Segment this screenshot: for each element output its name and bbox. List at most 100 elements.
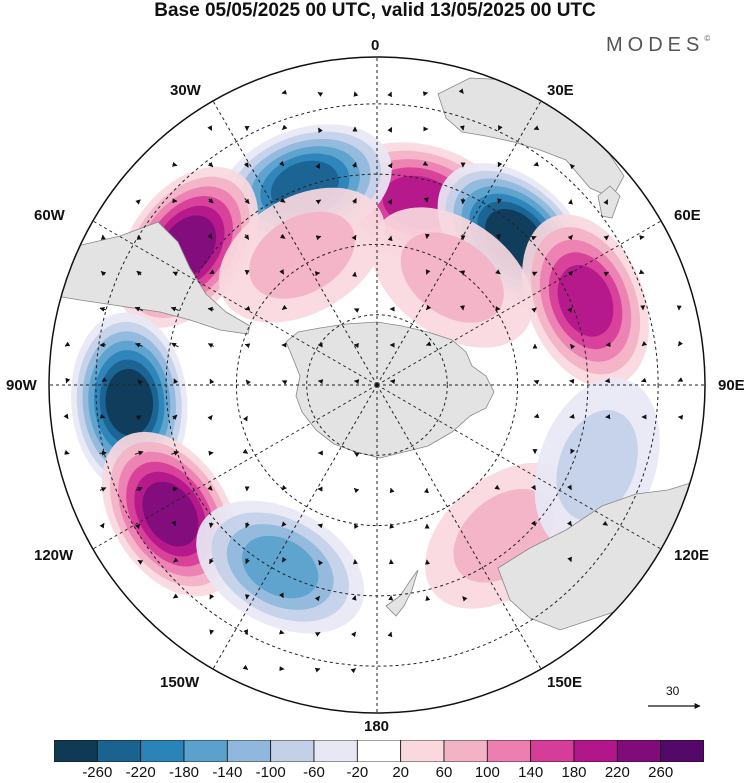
- wind-vector-arrow: [603, 271, 610, 277]
- wind-vector-arrow: [462, 596, 468, 602]
- wind-vector-arrow: [101, 377, 108, 383]
- meridian-line: [212, 384, 378, 670]
- wind-vector-arrow: [99, 413, 106, 419]
- wind-vector-arrow: [136, 270, 142, 276]
- meridian-line: [376, 384, 662, 550]
- negative-anomaly-contour: [242, 535, 319, 599]
- wind-vector-arrow: [245, 522, 250, 529]
- wind-vector-arrow: [317, 91, 324, 97]
- wind-vector-arrow: [172, 414, 178, 420]
- colorbar-tick-label: 260: [648, 764, 674, 781]
- wind-vector-arrow: [315, 199, 322, 205]
- colorbar-swatch: [96, 740, 142, 762]
- wind-vector-arrow: [387, 91, 392, 98]
- wind-vector-arrow: [281, 89, 287, 95]
- wind-vector-arrow: [281, 556, 287, 563]
- wind-vector-arrow: [498, 125, 503, 131]
- wind-vector-arrow: [570, 343, 576, 350]
- wind-vector-arrow: [244, 305, 251, 311]
- wind-vector-arrow: [533, 161, 539, 167]
- wind-vector-arrow: [317, 127, 323, 134]
- wind-vector-arrow: [244, 343, 251, 349]
- wind-vector-arrow: [638, 269, 645, 275]
- wind-vector-arrow: [495, 269, 501, 275]
- wind-vector-arrow: [315, 163, 321, 169]
- wind-vector-arrow: [171, 342, 179, 348]
- lon-label-120e: 120E: [674, 547, 710, 564]
- wind-vector-arrow: [207, 306, 214, 312]
- meridian-line: [376, 100, 542, 386]
- wind-vector-arrow: [279, 269, 285, 275]
- wind-vector-arrow: [602, 520, 608, 526]
- wind-vectors: [63, 88, 684, 674]
- wind-vector-arrow: [208, 198, 214, 204]
- wind-vector-arrow: [389, 487, 395, 494]
- wind-vector-arrow: [458, 88, 464, 94]
- wind-vector-arrow: [135, 199, 141, 205]
- wind-vector-arrow: [281, 521, 287, 527]
- wind-vector-arrow: [171, 161, 178, 167]
- lon-label-60w: 60W: [34, 207, 65, 224]
- colorbar-swatch: [486, 740, 532, 762]
- wind-vector-arrow: [242, 664, 249, 670]
- wind-vector-arrow: [531, 307, 537, 313]
- colorbar-tick-label: -140: [212, 764, 243, 781]
- meridian-line: [92, 220, 378, 386]
- meridian-line: [376, 220, 662, 386]
- wind-vector-arrow: [314, 631, 321, 637]
- colorbar-swatch: [270, 740, 315, 762]
- meridian-line: [376, 384, 542, 670]
- wind-vector-arrow: [209, 558, 214, 565]
- meridian-line: [212, 100, 378, 386]
- wind-vector-arrow: [279, 160, 285, 167]
- wind-vector-arrow: [281, 485, 287, 491]
- colorbar-tick-label: 220: [604, 764, 630, 781]
- colorbar-swatch: [54, 740, 98, 762]
- lon-label-150w: 150W: [160, 674, 200, 691]
- wind-vector-arrow: [567, 556, 572, 563]
- wind-vector-arrow: [209, 594, 215, 600]
- wind-vector-arrow: [318, 559, 324, 566]
- map-title: Base 05/05/2025 00 UTC, valid 13/05/2025…: [154, 0, 596, 21]
- colorbar-swatch: [660, 740, 704, 762]
- colorbar-swatch: [183, 740, 228, 762]
- wind-vector-arrow: [136, 415, 142, 421]
- wind-vector-arrow: [137, 379, 143, 385]
- wind-vector-arrow: [172, 593, 179, 599]
- wind-vector-arrow: [242, 415, 248, 422]
- wind-vector-arrow: [208, 522, 214, 528]
- positive-anomaly-contour: [142, 481, 199, 547]
- wind-vector-arrow: [389, 523, 395, 529]
- wind-vector-arrow: [207, 233, 213, 240]
- colorbar-swatch: [356, 740, 402, 762]
- wind-vector-arrow: [281, 380, 288, 385]
- wind-vector-arrow: [245, 379, 251, 386]
- wind-vector-arrow: [100, 234, 106, 240]
- positive-anomaly-contour: [249, 211, 355, 299]
- wind-vector-arrow: [99, 306, 107, 312]
- wind-vector-arrow: [209, 629, 215, 635]
- wind-vector-arrow: [567, 234, 573, 241]
- wind-vector-arrow: [314, 595, 320, 602]
- wind-vector-arrow: [568, 270, 574, 277]
- wind-vector-arrow: [279, 233, 286, 239]
- latitude-circle: [306, 314, 448, 456]
- brand-text: MODES: [606, 34, 705, 56]
- wind-vector-arrow: [603, 235, 609, 241]
- colorbar-tick-label: -260: [82, 764, 113, 781]
- wind-vector-arrow: [677, 340, 683, 347]
- wind-vector-arrow: [317, 523, 323, 529]
- wind-vector-arrow: [423, 197, 429, 203]
- lon-label-90e: 90E: [718, 377, 745, 394]
- meridian-line: [92, 384, 378, 550]
- wind-vector-arrow: [354, 452, 360, 458]
- colorbar-tick-label: 100: [474, 764, 500, 781]
- latitude-circle: [95, 103, 659, 667]
- copyright-mark: ©: [704, 34, 711, 43]
- wind-vector-arrow: [173, 378, 179, 384]
- wind-vector-arrow: [495, 233, 501, 240]
- wind-vector-arrow: [353, 91, 359, 97]
- wind-vector-arrow: [172, 271, 179, 277]
- wind-vector-arrow: [387, 162, 393, 169]
- wind-vector-arrow: [351, 234, 357, 241]
